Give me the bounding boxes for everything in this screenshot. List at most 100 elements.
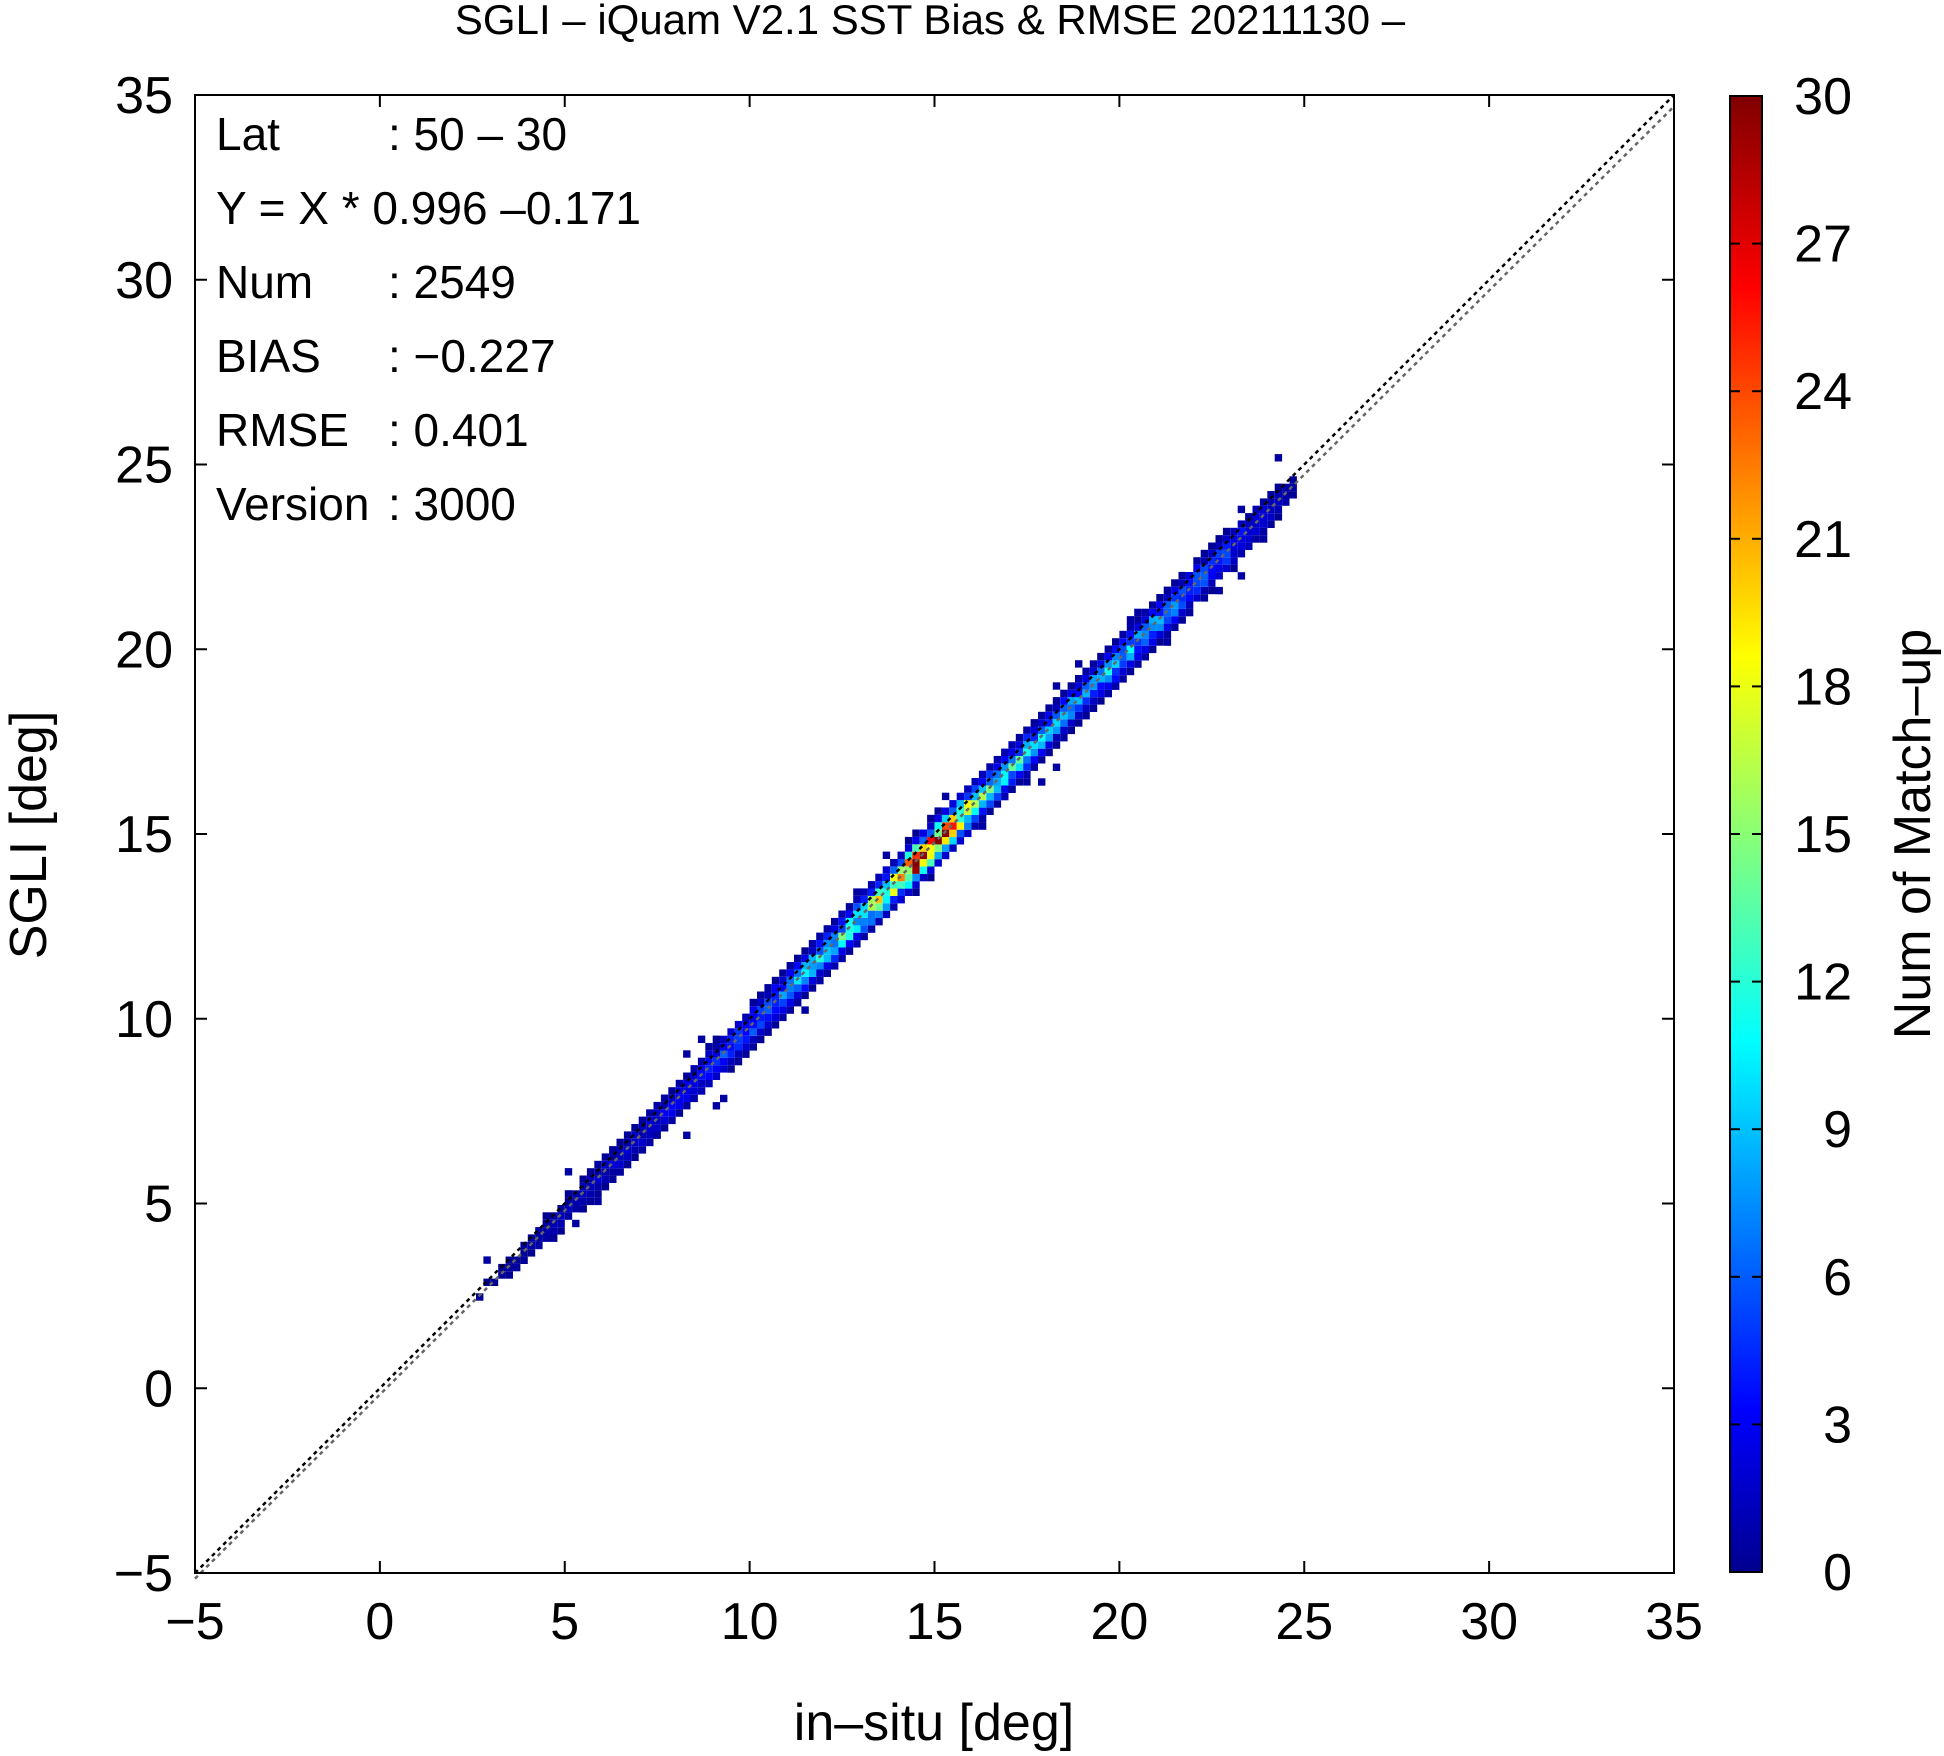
density-cell <box>1171 616 1179 624</box>
density-cell <box>1089 682 1098 690</box>
density-cell <box>646 1116 654 1125</box>
density-cell <box>631 1131 639 1139</box>
density-cell <box>757 1013 765 1021</box>
density-cell <box>816 940 824 948</box>
density-cell <box>1171 594 1179 602</box>
density-cell <box>1112 682 1120 690</box>
density-cell <box>535 1234 543 1242</box>
density-cell <box>653 1109 661 1117</box>
density-cell <box>1067 689 1075 698</box>
density-cell <box>1149 616 1157 624</box>
density-cell <box>1156 631 1164 639</box>
density-cell <box>949 800 957 808</box>
density-cell <box>904 873 913 882</box>
density-cell <box>1060 719 1068 727</box>
density-cell <box>1156 638 1164 646</box>
density-cell <box>764 1021 772 1029</box>
density-cell <box>867 910 876 918</box>
density-cell <box>853 940 861 948</box>
density-cell <box>1104 652 1112 661</box>
density-cell <box>712 1072 721 1080</box>
density-cell <box>609 1168 617 1176</box>
density-cell <box>1045 748 1053 757</box>
density-cell <box>749 1028 757 1036</box>
density-cell <box>1134 616 1142 624</box>
density-cell <box>1075 675 1083 683</box>
density-cell <box>1015 770 1024 779</box>
density-cell <box>1119 653 1127 661</box>
x-tick-label: 15 <box>906 1593 964 1651</box>
density-cell <box>919 844 928 852</box>
density-cell <box>690 1079 698 1088</box>
density-cell <box>1008 748 1016 756</box>
density-cell <box>860 932 868 941</box>
density-cell <box>705 1079 713 1088</box>
x-tick-label: 35 <box>1645 1593 1703 1651</box>
density-cell <box>875 873 883 882</box>
density-cell <box>904 866 913 874</box>
density-cell <box>823 969 831 977</box>
density-cell <box>579 1175 587 1183</box>
density-cell <box>941 807 950 815</box>
density-cell <box>1126 653 1135 661</box>
density-cell <box>794 962 802 970</box>
density-cell <box>1015 741 1024 749</box>
density-cell <box>616 1146 624 1154</box>
density-cell <box>1126 630 1135 639</box>
density-cell <box>668 1116 676 1125</box>
density-cell <box>609 1146 617 1154</box>
density-cell <box>919 866 928 874</box>
y-tick-label: 35 <box>115 67 173 125</box>
density-cell <box>1252 513 1260 521</box>
density-cell <box>1023 756 1031 764</box>
density-cell <box>1060 734 1068 742</box>
density-cell <box>1222 527 1231 536</box>
y-tick-label: 25 <box>115 437 173 495</box>
density-cell <box>816 954 824 963</box>
density-cell <box>794 969 802 977</box>
density-cell <box>1119 638 1127 646</box>
density-cell <box>816 962 824 970</box>
density-cell <box>919 836 928 845</box>
density-cell <box>1126 667 1135 676</box>
stat-value: : −0.227 <box>388 330 556 382</box>
density-cell <box>831 947 839 955</box>
density-cell <box>1282 491 1290 499</box>
density-cell <box>1267 498 1275 506</box>
density-cell <box>609 1175 617 1183</box>
density-cell <box>749 998 757 1007</box>
density-cell <box>594 1160 602 1169</box>
density-cell <box>890 859 898 867</box>
density-cell <box>956 814 965 823</box>
density-cell <box>1104 667 1112 676</box>
density-cell <box>801 954 809 963</box>
y-tick-label: 30 <box>115 252 173 310</box>
density-cell <box>986 770 994 779</box>
density-cell <box>1030 756 1038 764</box>
density-cell <box>956 822 965 830</box>
density-cell <box>720 1094 728 1103</box>
density-cell <box>1237 572 1246 580</box>
density-cell <box>1045 734 1053 742</box>
density-cell <box>683 1079 691 1088</box>
y-tick-label: 15 <box>115 806 173 864</box>
density-cell <box>1222 535 1231 543</box>
density-cell <box>897 873 905 882</box>
density-cell <box>1052 726 1061 734</box>
density-cell <box>550 1227 558 1235</box>
density-cell <box>823 925 831 933</box>
density-cell <box>1200 572 1209 580</box>
density-cell <box>1134 653 1142 661</box>
density-cell <box>1230 564 1238 573</box>
density-cell <box>1001 792 1009 801</box>
density-cell <box>513 1256 521 1264</box>
density-cell <box>912 888 920 896</box>
density-cell <box>853 903 861 911</box>
density-cell <box>978 807 987 815</box>
density-cell <box>986 763 994 771</box>
density-cell <box>1060 726 1068 734</box>
density-cell <box>823 940 831 948</box>
density-cell <box>875 888 883 896</box>
density-cell <box>779 984 787 992</box>
density-cell <box>1156 601 1164 609</box>
